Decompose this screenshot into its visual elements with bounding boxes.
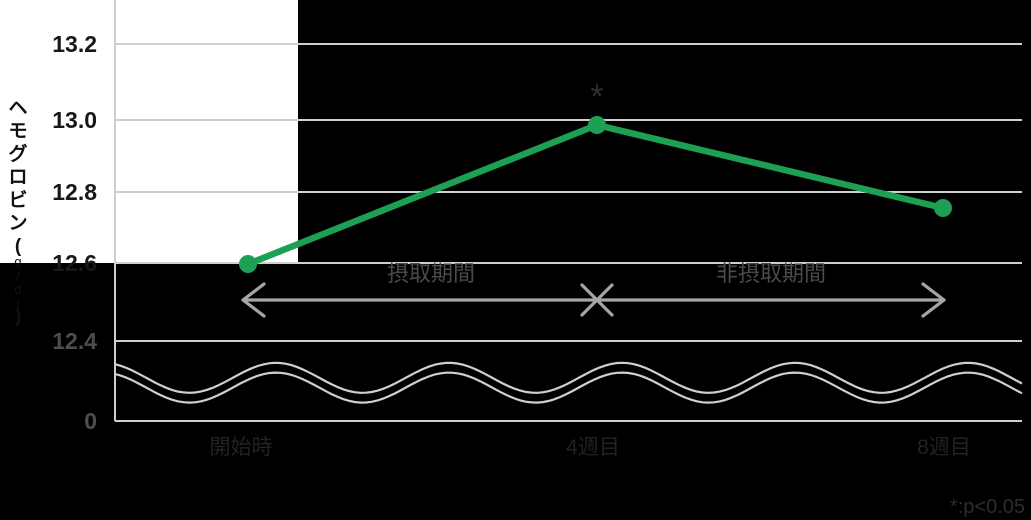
svg-text:グ: グ (8, 142, 27, 165)
svg-text:12.8: 12.8 (52, 179, 97, 205)
svg-text:12.4: 12.4 (52, 328, 97, 354)
svg-text:g: g (14, 254, 21, 269)
svg-text:13.0: 13.0 (52, 107, 97, 133)
svg-text:開始時: 開始時 (210, 436, 273, 459)
svg-text:0: 0 (84, 408, 97, 434)
svg-text:*:p<0.05: *:p<0.05 (950, 496, 1025, 518)
svg-text:摂取期間: 摂取期間 (387, 261, 475, 286)
svg-text:非摂取期間: 非摂取期間 (716, 261, 826, 286)
svg-text:d: d (14, 282, 21, 297)
svg-text:12.6: 12.6 (52, 250, 97, 276)
svg-text:ン: ン (8, 213, 27, 234)
svg-text:*: * (590, 78, 603, 116)
svg-text:/: / (16, 268, 20, 283)
svg-text:): ) (15, 306, 21, 327)
svg-text:ヘ: ヘ (8, 98, 27, 119)
svg-text:4週目: 4週目 (566, 436, 620, 459)
svg-text:モ: モ (8, 121, 27, 142)
svg-text:13.2: 13.2 (52, 31, 97, 57)
svg-text:ロ: ロ (8, 167, 27, 188)
svg-text:ビ: ビ (8, 189, 27, 211)
svg-text:8週目: 8週目 (917, 436, 971, 459)
